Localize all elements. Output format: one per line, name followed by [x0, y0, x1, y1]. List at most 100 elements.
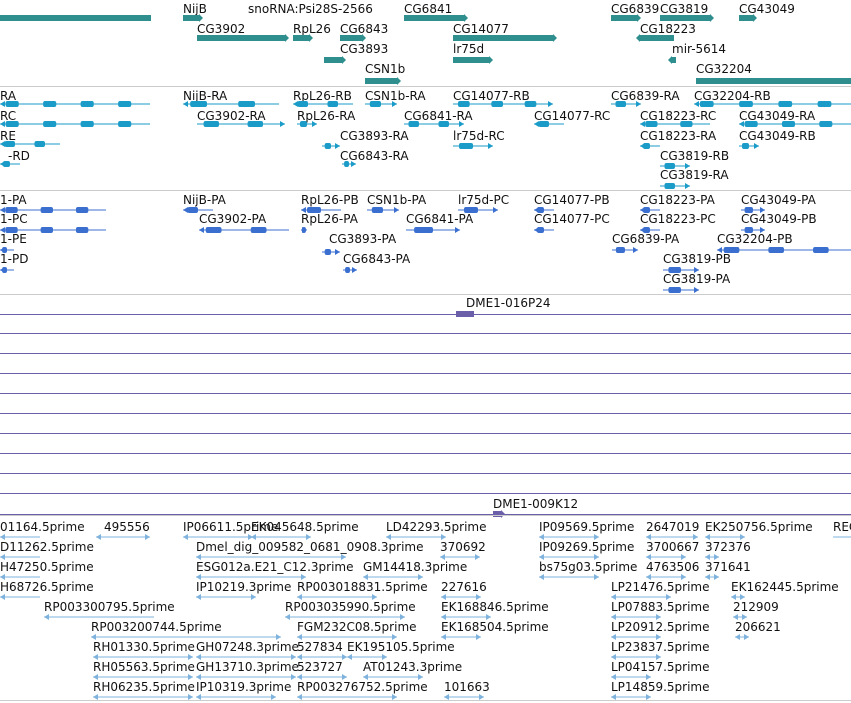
est-glyph — [363, 574, 423, 580]
alignment-line — [0, 314, 851, 315]
est-label: 4763506 — [646, 560, 700, 574]
gene-glyph — [660, 14, 714, 22]
gene-label: CG14077 — [453, 22, 509, 36]
gene-glyph — [324, 56, 346, 64]
protein-glyph — [367, 207, 399, 213]
gene-glyph — [197, 34, 289, 42]
est-label: LP04157.5prime — [611, 660, 710, 674]
est-label: IP09269.5prime — [539, 540, 635, 554]
protein-glyph — [534, 227, 554, 233]
est-glyph — [444, 694, 484, 700]
transcript-glyph — [534, 121, 564, 127]
est-label: EK250756.5prime — [705, 520, 813, 534]
gene-glyph — [340, 34, 366, 42]
transcript-label: RpL26-RB — [293, 89, 352, 103]
alignment-line — [0, 373, 851, 374]
transcript-glyph — [739, 121, 851, 127]
transcript-glyph — [0, 141, 60, 147]
gene-label: CG32204 — [696, 62, 752, 76]
est-label: 3700667 — [646, 540, 700, 554]
protein-label: CG18223-PC — [640, 212, 716, 226]
gene-glyph — [636, 34, 674, 42]
transcript-glyph — [640, 143, 660, 149]
protein-label: CG18223-PA — [640, 193, 715, 207]
gene-label: mir-5614 — [672, 42, 727, 56]
est-label: LP23837.5prime — [611, 640, 710, 654]
transcript-label: CG6841-RA — [404, 109, 473, 123]
gene-label: CG3902 — [197, 22, 246, 36]
est-label: FGM232C08.5prime — [297, 620, 417, 634]
transcript-label: CG43049-RB — [739, 129, 816, 143]
est-glyph — [0, 534, 40, 540]
est-glyph — [539, 574, 599, 580]
est-label: 527834 — [297, 640, 343, 654]
est-label: LD42293.5prime — [386, 520, 487, 534]
protein-label: CG3893-PA — [329, 232, 397, 246]
est-label: 212909 — [733, 600, 779, 614]
protein-label: CG6843-PA — [343, 252, 411, 266]
gene-label: CG43049 — [739, 2, 795, 16]
protein-label: 1-PD — [0, 252, 29, 266]
est-label: RP003200744.5prime — [91, 620, 222, 634]
est-label: ESG012a.E21_C12.3prime — [196, 560, 354, 574]
transcript-glyph — [0, 101, 150, 107]
protein-glyph — [343, 267, 357, 273]
transcript-glyph — [404, 121, 464, 127]
est-glyph — [44, 614, 154, 620]
est-label: Dmel_dig_009582_0681_0908.3prime — [196, 540, 424, 554]
transcript-label: CG43049-RA — [739, 109, 816, 123]
protein-glyph — [534, 207, 554, 213]
protein-label: CG32204-PB — [717, 232, 793, 246]
transcript-glyph — [365, 101, 397, 107]
transcript-glyph — [322, 143, 340, 149]
est-label: IP10319.3prime — [196, 680, 292, 694]
transcript-label: CG3819-RA — [660, 168, 729, 182]
gene-bar-partial — [0, 15, 151, 21]
est-label: IP09569.5prime — [539, 520, 635, 534]
est-label: 101663 — [444, 680, 490, 694]
track-divider — [0, 190, 851, 191]
protein-glyph — [0, 227, 106, 233]
transcript-glyph — [0, 121, 150, 127]
est-label: REC — [833, 520, 851, 534]
transcript-glyph — [453, 143, 493, 149]
est-label: RH01330.5prime — [93, 640, 195, 654]
gene-label: CG6841 — [404, 2, 453, 16]
est-glyph — [646, 534, 698, 540]
est-glyph — [297, 674, 347, 680]
est-label: 01164.5prime — [0, 520, 85, 534]
est-label: EK168846.5prime — [441, 600, 549, 614]
gene-glyph — [365, 77, 401, 85]
protein-label: CG6841-PA — [406, 212, 474, 226]
protein-glyph — [406, 227, 460, 233]
est-glyph — [196, 654, 296, 660]
est-label: D11262.5prime — [0, 540, 94, 554]
gene-label: lr75d — [453, 42, 485, 56]
est-label: RH06235.5prime — [93, 680, 195, 694]
gene-label: CG6839 — [611, 2, 660, 16]
est-glyph — [297, 634, 397, 640]
protein-glyph — [301, 207, 341, 213]
est-glyph — [733, 614, 747, 620]
alignment-line — [0, 473, 851, 474]
est-glyph — [833, 536, 851, 538]
est-label: 523727 — [297, 660, 343, 674]
alignment-line — [0, 514, 851, 515]
transcript-label: RpL26-RA — [297, 109, 356, 123]
transcript-glyph — [342, 161, 356, 167]
track-divider — [0, 294, 851, 295]
protein-label: CG6839-PA — [612, 232, 680, 246]
est-label: 2647019 — [646, 520, 700, 534]
est-glyph — [646, 554, 686, 560]
est-glyph — [705, 554, 719, 560]
est-glyph — [96, 534, 150, 540]
est-glyph — [183, 534, 253, 540]
est-label: 495556 — [104, 520, 150, 534]
est-label: H68726.5prime — [0, 580, 94, 594]
est-label: 371641 — [705, 560, 751, 574]
est-label: LP07883.5prime — [611, 600, 710, 614]
gene-glyph — [739, 14, 757, 22]
protein-glyph — [0, 247, 14, 253]
transcript-glyph — [0, 161, 20, 167]
